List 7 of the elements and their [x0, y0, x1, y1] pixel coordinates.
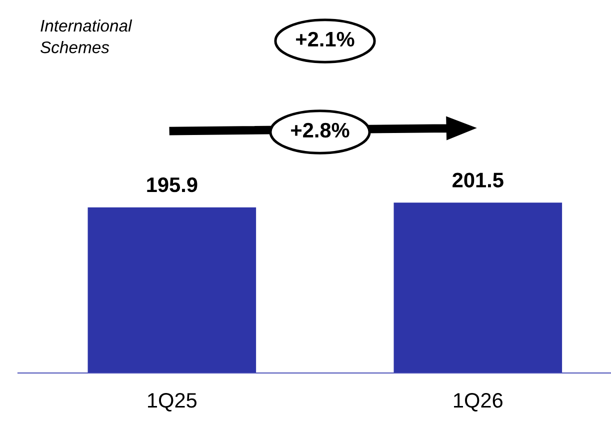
x-tick-label: 1Q25	[148, 392, 197, 412]
chart-title: International Schemes	[40, 19, 132, 54]
data-label: 201.5	[452, 172, 504, 188]
text: +2.1%	[296, 32, 354, 47]
text: +2.8%	[291, 122, 350, 138]
data-label: 195.9	[147, 177, 198, 192]
x-tick-label: 1Q26	[454, 392, 502, 412]
